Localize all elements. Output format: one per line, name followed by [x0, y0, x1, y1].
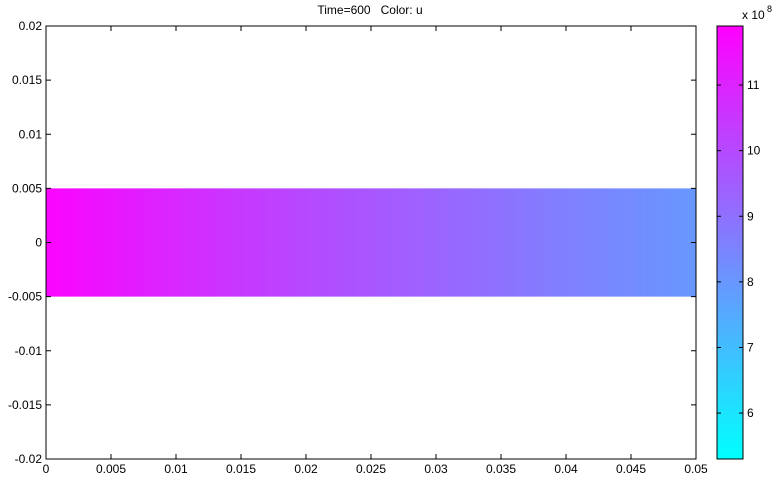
y-tick-label: -0.005 — [8, 290, 42, 304]
y-tick-label: 0 — [35, 236, 42, 250]
plot-title: Time=600 Color: u — [317, 3, 423, 17]
colorbar-tick-label: 10 — [747, 144, 761, 158]
x-tick-label: 0.025 — [356, 462, 386, 476]
x-tick-label: 0.005 — [96, 462, 126, 476]
colorbar-gradient — [716, 25, 744, 460]
colorbar-tick-label: 6 — [747, 406, 754, 420]
colorbar-tick-label: 7 — [747, 340, 754, 354]
y-axis: 0.02 0.015 0.01 0.005 0 -0.005 -0.01 -0.015 -0.0… — [8, 19, 696, 466]
field-domain — [46, 188, 696, 297]
x-axis: 0 0.005 0.01 0.015 0.02 0.025 0.03 0.035 0.04 0.0… — [43, 26, 708, 476]
y-tick-label: 0.015 — [12, 73, 42, 87]
x-tick-label: 0.05 — [684, 462, 708, 476]
y-tick-label: 0.02 — [19, 19, 43, 33]
y-tick-label: 0.005 — [12, 181, 42, 195]
x-tick-label: 0.035 — [486, 462, 516, 476]
y-tick-label: 0.01 — [19, 127, 43, 141]
x-tick-label: 0.01 — [164, 462, 188, 476]
colorbar-tick-label: 11 — [747, 78, 760, 92]
axes: 0 0.005 0.01 0.015 0.02 0.025 0.03 0.035 0.04 0.0… — [8, 19, 708, 476]
colorbar-tick-label: 8 — [747, 275, 754, 289]
colorbar: x 10 8 6 7 8 9 10 11 — [716, 4, 772, 460]
x-tick-label: 0.045 — [616, 462, 646, 476]
colorbar-ticks: 6 7 8 9 10 11 — [717, 78, 761, 420]
colorbar-exponent-label: x 10 — [742, 8, 765, 22]
colorbar-tick-label: 9 — [747, 209, 754, 223]
y-tick-label: -0.02 — [15, 452, 43, 466]
x-tick-label: 0.04 — [554, 462, 578, 476]
colorbar-exponent-value: 8 — [767, 4, 772, 14]
y-tick-label: -0.015 — [8, 398, 42, 412]
x-tick-label: 0.03 — [424, 462, 448, 476]
y-tick-label: -0.01 — [15, 344, 43, 358]
x-tick-label: 0.015 — [226, 462, 256, 476]
x-tick-label: 0 — [43, 462, 50, 476]
x-tick-label: 0.02 — [294, 462, 318, 476]
